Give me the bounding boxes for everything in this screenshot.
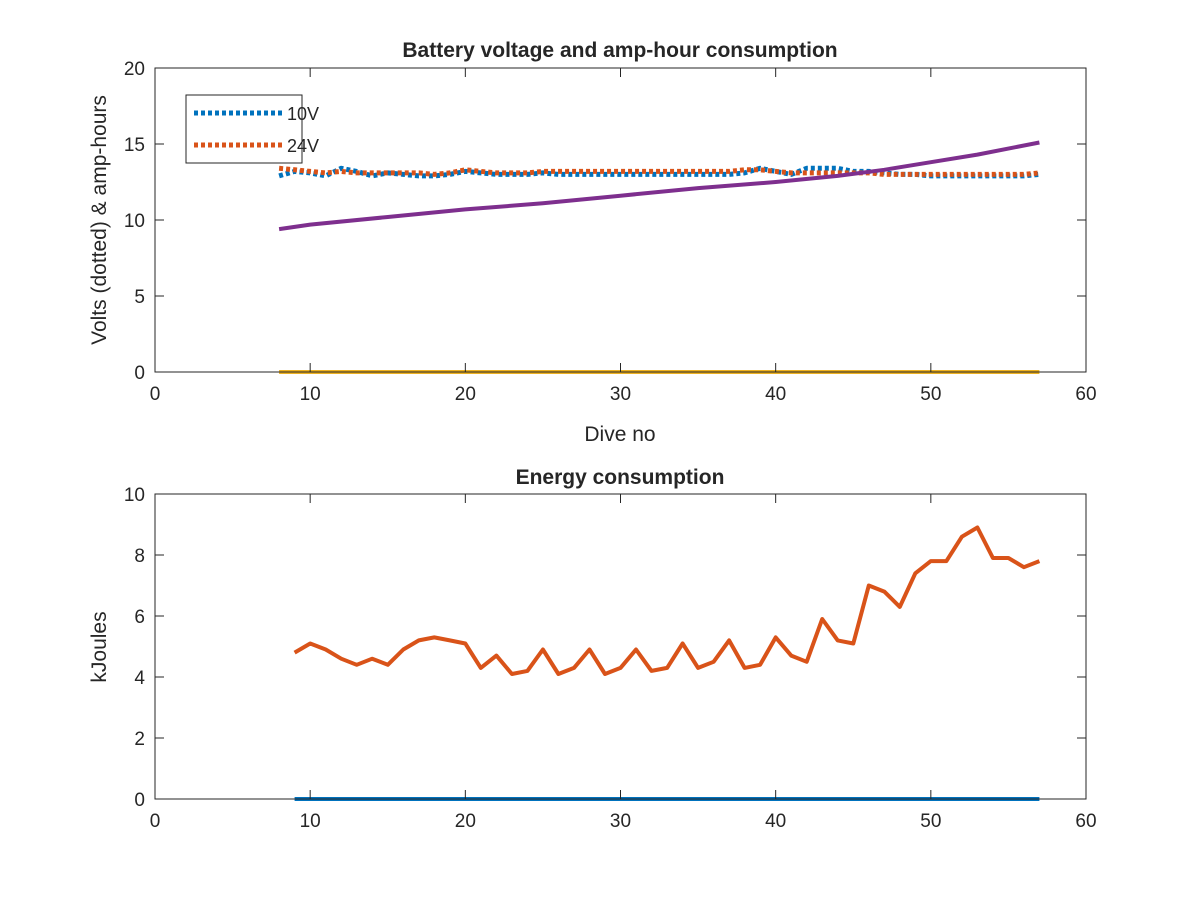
battery-chart-ytick-label: 20: [124, 59, 145, 80]
battery-chart-xlabel: Dive no: [584, 423, 655, 446]
energy-chart-series-line-0: [293, 525, 1041, 676]
legend-label-10v: 10V: [287, 104, 319, 124]
battery-chart-ylabel: Volts (dotted) & amp-hours: [88, 95, 111, 345]
battery-chart-series-line-2: [278, 140, 1040, 232]
battery-chart-legend: 10V 24V: [185, 94, 319, 164]
energy-chart-ytick-label: 10: [124, 485, 145, 506]
battery-chart-ytick-label: 10: [124, 211, 145, 232]
energy-chart-xtick-label: 50: [920, 811, 941, 832]
battery-chart-ticks: 0 10 20 30 40 50 60 0 5 10 15 20: [124, 59, 1097, 405]
legend-box: [185, 94, 303, 164]
battery-chart-xtick-label: 60: [1075, 384, 1096, 405]
battery-chart-ytick-label: 0: [134, 363, 145, 384]
energy-chart-ytick-label: 0: [134, 790, 145, 811]
battery-chart-xtick-label: 50: [920, 384, 941, 405]
energy-chart-xtick-label: 10: [300, 811, 321, 832]
energy-chart-ytick-label: 8: [134, 546, 145, 567]
energy-chart-xtick-label: 30: [610, 811, 631, 832]
energy-chart-title: Energy consumption: [516, 466, 725, 489]
battery-chart-plot-area: [155, 68, 1086, 372]
energy-chart-xtick-label: 60: [1075, 811, 1096, 832]
battery-chart-xtick-label: 10: [300, 384, 321, 405]
energy-chart-ticks: 0 10 20 30 40 50 60 0 2 4 6 8 10: [124, 485, 1097, 832]
battery-chart-series-line-1: [278, 165, 1040, 177]
energy-chart-ytick-label: 6: [134, 607, 145, 628]
energy-chart-xtick-label: 40: [765, 811, 786, 832]
energy-chart-plot-area: [155, 494, 1086, 799]
battery-chart: Battery voltage and amp-hour consumption…: [88, 39, 1097, 446]
battery-chart-xtick-label: 40: [765, 384, 786, 405]
energy-chart-xtick-label: 0: [150, 811, 161, 832]
legend-label-24v: 24V: [287, 136, 319, 156]
energy-chart-ytick-label: 4: [134, 668, 145, 689]
battery-chart-xtick-label: 0: [150, 384, 161, 405]
battery-chart-xtick-label: 20: [455, 384, 476, 405]
energy-chart: Energy consumption kJoules 0 10 20 30 40 50 60…: [88, 466, 1097, 832]
battery-chart-xtick-label: 30: [610, 384, 631, 405]
battery-chart-title: Battery voltage and amp-hour consumption: [402, 39, 837, 62]
battery-chart-ytick-label: 15: [124, 135, 145, 156]
energy-chart-ytick-label: 2: [134, 729, 145, 750]
battery-chart-ytick-label: 5: [134, 287, 145, 308]
energy-chart-xtick-label: 20: [455, 811, 476, 832]
energy-chart-ylabel: kJoules: [88, 611, 111, 682]
